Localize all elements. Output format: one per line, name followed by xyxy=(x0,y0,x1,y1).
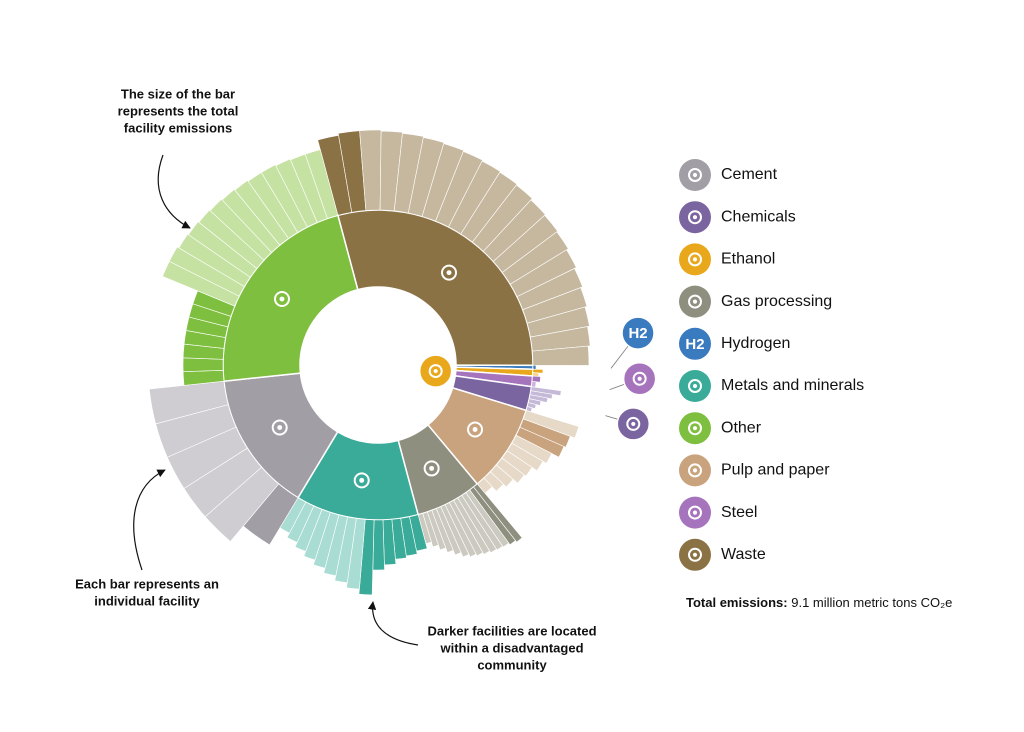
icon-glyph xyxy=(637,376,642,381)
total-label: Total emissions: xyxy=(686,595,788,610)
legend-label: Other xyxy=(721,419,762,436)
icon-glyph xyxy=(688,505,702,520)
annotation: Each bar represents an individual facili… xyxy=(75,469,219,608)
icon-glyph xyxy=(692,257,698,262)
icon-glyph xyxy=(467,421,484,438)
annotation-arrow xyxy=(133,469,166,571)
total-emissions: Total emissions: 9.1 million metric tons… xyxy=(686,595,952,610)
icon-glyph xyxy=(626,416,641,431)
icon-glyph xyxy=(271,419,288,436)
annotation: Darker facilities are located within a d… xyxy=(367,601,597,672)
icon-glyph xyxy=(688,252,702,267)
icon-glyph xyxy=(273,291,290,308)
icon-glyph xyxy=(688,168,702,182)
legend-label: Hydrogen xyxy=(721,335,790,352)
icon-glyph xyxy=(688,463,702,478)
sunburst: H2 xyxy=(148,129,657,596)
legend-label: Steel xyxy=(721,504,757,521)
icon-glyph xyxy=(688,547,702,562)
legend-label: Metals and minerals xyxy=(721,377,864,394)
annotation: The size of the bar represents the total… xyxy=(118,86,239,229)
facility-bar xyxy=(182,357,224,372)
legend-label: Gas processing xyxy=(721,293,832,310)
icon-glyph xyxy=(692,383,698,389)
facility-bar xyxy=(304,149,339,219)
annotation-arrow xyxy=(157,154,191,229)
icon-glyph xyxy=(688,210,702,225)
icon-glyph xyxy=(692,552,698,557)
annotation-line: represents the total xyxy=(118,103,239,118)
legend-icon-label: H2 xyxy=(685,336,704,353)
annotation-line: The size of the bar xyxy=(121,86,235,101)
legend-icon xyxy=(679,327,711,360)
total-text: 9.1 million metric tons CO₂e xyxy=(791,595,952,610)
legend-label: Chemicals xyxy=(721,208,796,225)
icon-glyph xyxy=(692,215,698,220)
badge-label: H2 xyxy=(628,325,647,342)
icon-glyph xyxy=(692,172,698,178)
icon-glyph xyxy=(631,421,636,427)
icon-glyph xyxy=(688,294,702,309)
icon-glyph xyxy=(353,472,370,489)
icon-glyph xyxy=(472,427,478,432)
icon-glyph xyxy=(279,296,285,302)
icon-glyph xyxy=(692,468,698,473)
icon-glyph xyxy=(692,299,698,304)
sector-badge xyxy=(621,316,655,350)
icon-glyph xyxy=(429,465,435,471)
icon-glyph xyxy=(359,477,365,483)
annotation-line: facility emissions xyxy=(124,120,232,135)
icon-glyph xyxy=(692,510,698,515)
icon-glyph xyxy=(433,368,438,374)
icon-glyph xyxy=(446,270,452,276)
icon-glyph xyxy=(692,426,698,431)
icon-glyph xyxy=(632,371,647,386)
annotation-line: community xyxy=(477,657,547,672)
facility-bar xyxy=(372,519,385,571)
icon-glyph xyxy=(688,421,702,436)
icon-glyph xyxy=(688,379,702,393)
legend-label: Ethanol xyxy=(721,251,775,268)
icon-glyph xyxy=(441,264,458,281)
legend: Cement Chemicals Ethanol Gas processing H2 Hy… xyxy=(679,159,864,571)
legend-label: Waste xyxy=(721,546,766,563)
icon-glyph xyxy=(423,460,440,477)
annotation-line: Darker facilities are located xyxy=(427,623,596,638)
icon-glyph xyxy=(428,364,443,379)
icon-glyph xyxy=(277,425,283,430)
annotation-line: individual facility xyxy=(94,593,200,608)
legend-label: Cement xyxy=(721,166,778,183)
legend-label: Pulp and paper xyxy=(721,462,830,479)
annotation-arrow xyxy=(367,601,419,646)
annotation-line: Each bar represents an xyxy=(75,576,219,591)
annotation-line: within a disadvantaged xyxy=(439,640,583,655)
